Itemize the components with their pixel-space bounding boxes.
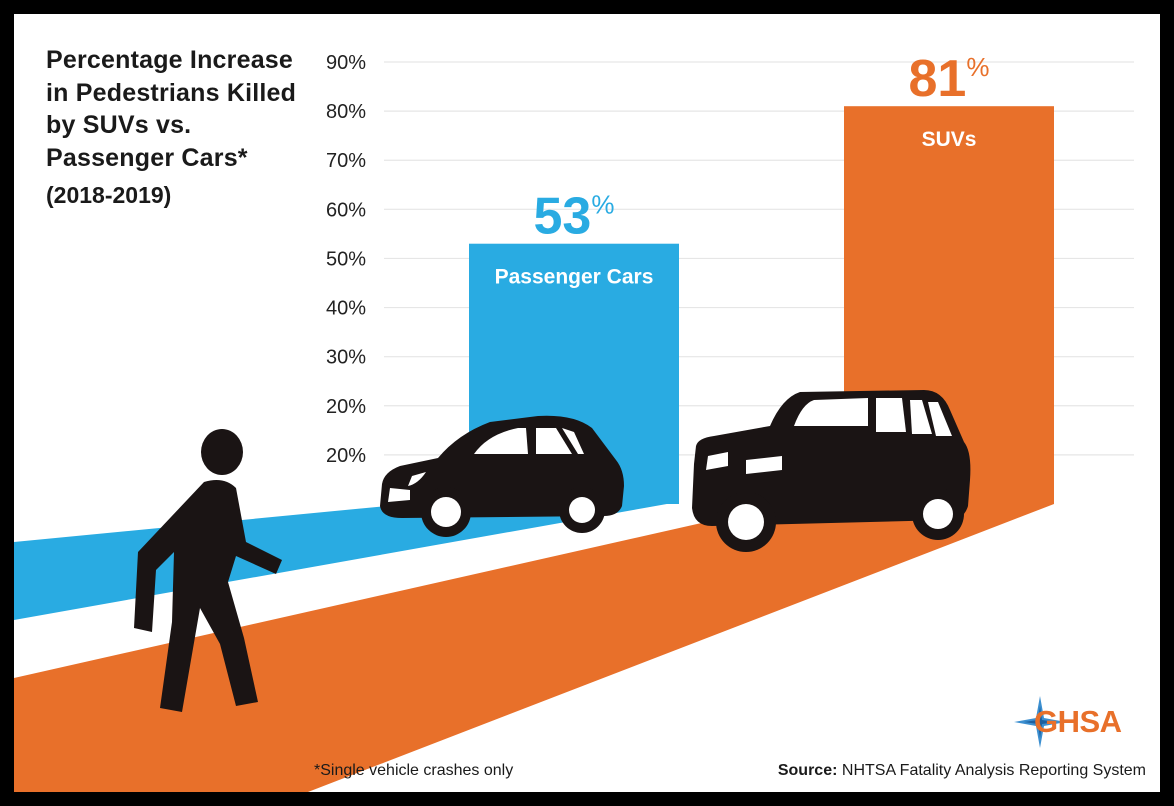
value-percent-sign: % [591,190,614,220]
value-label: 53% [534,188,615,246]
title-block: Percentage Increase in Pedestrians Kille… [46,44,316,210]
car-icon [380,415,624,537]
source-text: NHTSA Fatality Analysis Reporting System [841,762,1146,779]
tick-label: 20% [326,396,366,418]
y-axis-ticks: 20% 20% 30% 40% 50% 60% 70% 80% 90% [326,52,366,467]
source-label: Source: [777,762,838,779]
value-number: 53 [534,188,592,246]
infographic: 20% 20% 30% 40% 50% 60% 70% 80% 90% Passenger Ca… [14,14,1160,792]
source-note: Source: NHTSA Fatality Analysis Reportin… [778,762,1146,780]
value-percent-sign: % [966,52,989,82]
suv-icon [692,390,971,552]
value-label: 81% [909,50,990,108]
chart-subtitle: (2018-2019) [46,182,172,208]
value-number: 81 [909,50,967,108]
tick-label: 40% [326,298,366,320]
suv-road [14,504,1054,792]
tick-label: 70% [326,150,366,172]
ghsa-logo: GHSA [1012,692,1142,752]
category-label: Passenger Cars [495,266,654,289]
tick-label: 30% [326,347,366,369]
compass-star-icon [1014,696,1066,748]
tick-label: 50% [326,248,366,270]
category-label: SUVs [922,128,977,151]
pedestrian-icon [134,429,282,712]
chart-title: Percentage Increase in Pedestrians Kille… [46,46,297,172]
footnote: *Single vehicle crashes only [314,762,514,779]
chart: 20% 20% 30% 40% 50% 60% 70% 80% 90% Passenger Ca… [14,50,1134,792]
tick-label: 80% [326,101,366,123]
tick-label: 90% [326,52,366,74]
tick-label: 20% [326,445,366,467]
tick-label: 60% [326,199,366,221]
logo-text: GHSA [1034,704,1122,739]
